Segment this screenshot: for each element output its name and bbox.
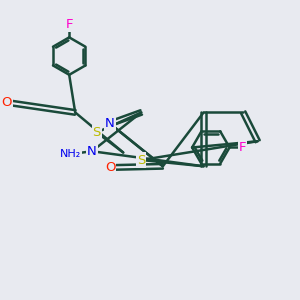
Text: F: F <box>239 141 246 154</box>
Text: S: S <box>93 126 101 139</box>
Text: F: F <box>65 18 73 31</box>
Text: S: S <box>137 154 146 166</box>
Text: O: O <box>2 96 12 109</box>
Text: NH₂: NH₂ <box>60 149 81 159</box>
Text: N: N <box>105 117 115 130</box>
Text: N: N <box>87 145 97 158</box>
Text: O: O <box>105 161 115 174</box>
